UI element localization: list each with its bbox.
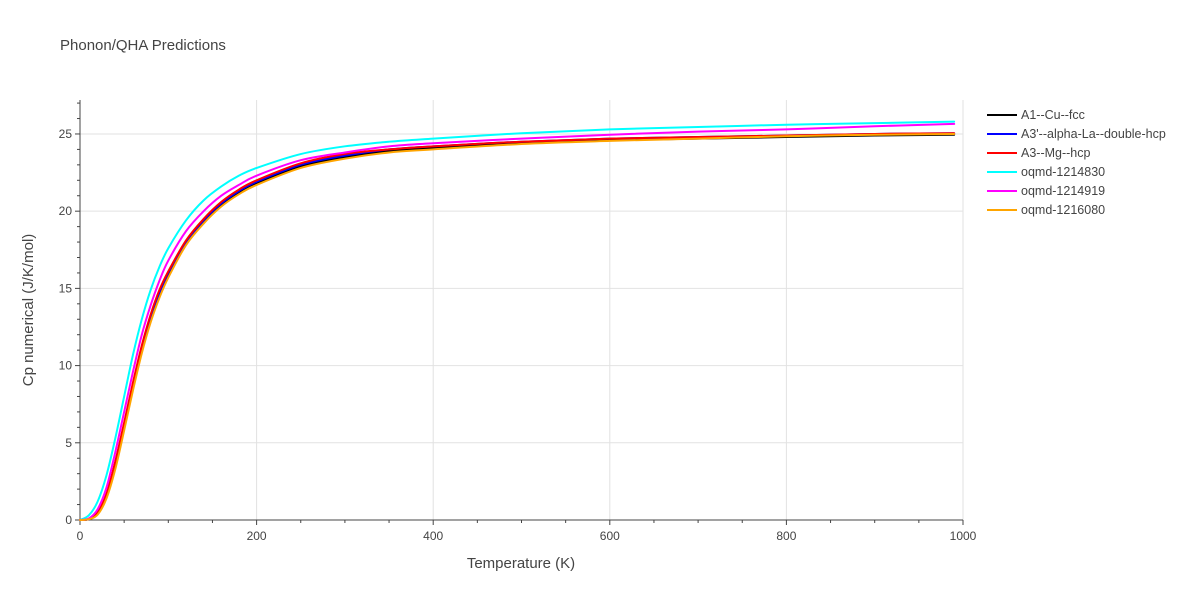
grid-layer — [80, 100, 964, 520]
legend[interactable]: A1--Cu--fcc A3'--alpha-La--double-hcp A3--… — [987, 108, 1166, 217]
legend-item-oqmd-1216080[interactable]: oqmd-1216080 — [987, 203, 1105, 217]
legend-label: oqmd-1216080 — [1021, 203, 1105, 217]
chart-title: Phonon/QHA Predictions — [60, 37, 226, 54]
series-line-oqmd-1216080[interactable] — [79, 132, 956, 521]
legend-item-oqmd-1214830[interactable]: oqmd-1214830 — [987, 165, 1105, 179]
legend-label: A3'--alpha-La--double-hcp — [1021, 127, 1166, 141]
x-tick-label: 1000 — [950, 529, 977, 543]
x-tick-label: 200 — [247, 529, 267, 543]
y-tick-label: 0 — [65, 513, 72, 527]
legend-label: oqmd-1214919 — [1021, 184, 1105, 198]
y-tick-label: 20 — [59, 204, 73, 218]
legend-label: oqmd-1214830 — [1021, 165, 1105, 179]
y-tick-label: 5 — [65, 436, 72, 450]
y-axis-title: Cp numerical (J/K/mol) — [20, 234, 37, 387]
y-tick-label: 15 — [59, 281, 73, 295]
legend-item-oqmd-1214919[interactable]: oqmd-1214919 — [987, 184, 1105, 198]
series-layer — [79, 120, 956, 521]
x-tick-label: 800 — [776, 529, 796, 543]
axes-layer: 0 200 400 600 800 1000 0 5 10 15 20 25 — [59, 100, 977, 543]
legend-label: A3--Mg--hcp — [1021, 146, 1091, 160]
series-line-oqmd-1214830[interactable] — [79, 120, 956, 521]
x-tick-label: 0 — [77, 529, 84, 543]
x-tick-label: 400 — [423, 529, 443, 543]
legend-item-a3-mg-hcp[interactable]: A3--Mg--hcp — [987, 146, 1091, 160]
series-line-a1-cu-fcc[interactable] — [79, 133, 956, 521]
series-line-a3-mg-hcp[interactable] — [79, 132, 956, 521]
x-axis-title: Temperature (K) — [467, 555, 575, 572]
y-tick-label: 25 — [59, 127, 73, 141]
x-tick-label: 600 — [600, 529, 620, 543]
legend-item-a3-alpha-la-double-hcp[interactable]: A3'--alpha-La--double-hcp — [987, 127, 1166, 141]
series-line-a3-alpha-la-double-hcp[interactable] — [79, 132, 956, 521]
series-line-oqmd-1214919[interactable] — [79, 122, 956, 521]
legend-item-a1-cu-fcc[interactable]: A1--Cu--fcc — [987, 108, 1085, 122]
legend-label: A1--Cu--fcc — [1021, 108, 1085, 122]
y-tick-label: 10 — [59, 359, 73, 373]
